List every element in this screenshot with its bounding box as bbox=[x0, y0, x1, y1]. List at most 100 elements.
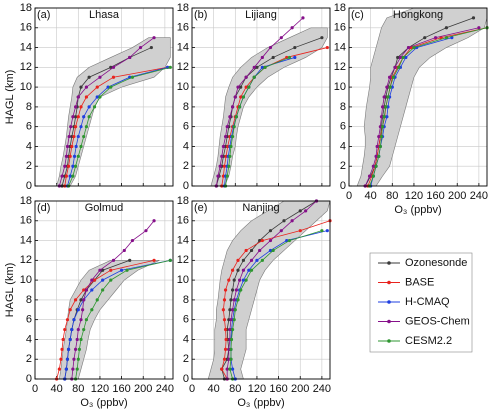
data-point bbox=[79, 298, 83, 302]
data-point bbox=[222, 298, 227, 302]
data-point bbox=[377, 134, 381, 139]
data-point bbox=[279, 36, 283, 40]
panel-title: Hongkong bbox=[393, 9, 443, 21]
data-point bbox=[98, 268, 102, 272]
data-point bbox=[367, 174, 372, 178]
data-point bbox=[385, 85, 389, 89]
x-tick-label: 80 bbox=[72, 383, 84, 395]
plot-frame bbox=[191, 200, 331, 380]
data-point bbox=[298, 209, 302, 213]
y-tick-label: 2 bbox=[183, 160, 189, 172]
data-point bbox=[216, 174, 220, 178]
data-point bbox=[128, 258, 132, 262]
data-point bbox=[393, 65, 397, 69]
panel: 0 2 4 6 8 10 12 14 16 18 0 40 80 120 160 200 240 (c) Hongk… bbox=[334, 2, 489, 216]
ozonesonde-range bbox=[210, 27, 328, 187]
data-point bbox=[90, 278, 94, 282]
x-tick-label: 40 bbox=[51, 383, 63, 395]
data-point bbox=[72, 134, 76, 139]
y-tick-label: 10 bbox=[20, 274, 32, 286]
x-tick-label: 80 bbox=[386, 190, 398, 202]
data-point bbox=[380, 105, 385, 109]
panel: 0 2 4 6 8 10 12 14 16 18 0 40 80 120 160 200 240 (d) Golmu… bbox=[4, 195, 174, 409]
data-point bbox=[320, 36, 324, 40]
data-point bbox=[57, 367, 61, 371]
plot-area bbox=[35, 8, 173, 186]
panel-label: (a) bbox=[37, 9, 50, 21]
data-point bbox=[386, 95, 390, 99]
y-tick-label: 2 bbox=[183, 353, 189, 365]
data-point bbox=[75, 367, 79, 371]
data-point bbox=[229, 347, 233, 351]
data-point bbox=[152, 258, 156, 262]
data-point bbox=[293, 45, 297, 50]
data-point bbox=[223, 327, 228, 332]
data-point bbox=[374, 164, 378, 168]
data-point bbox=[229, 337, 234, 342]
data-point bbox=[109, 268, 113, 272]
y-tick-label: 16 bbox=[20, 215, 32, 227]
legend-marker bbox=[387, 261, 391, 265]
data-point bbox=[238, 278, 242, 282]
data-point bbox=[73, 347, 78, 351]
y-tick-label: 10 bbox=[177, 274, 189, 286]
y-tick-label: 6 bbox=[26, 121, 32, 133]
y-tick-label: 18 bbox=[177, 195, 189, 207]
data-point bbox=[72, 154, 77, 158]
data-point bbox=[65, 318, 70, 322]
data-point bbox=[252, 75, 256, 79]
data-point bbox=[70, 144, 74, 149]
data-point bbox=[225, 174, 229, 178]
panel: 0 2 4 6 8 10 12 14 16 18 (a) Lhasa HAGL (km) bbox=[4, 2, 174, 192]
data-point bbox=[385, 115, 389, 119]
data-point bbox=[221, 308, 225, 312]
data-point bbox=[260, 258, 264, 262]
data-point bbox=[224, 337, 228, 342]
data-point bbox=[73, 115, 78, 119]
data-point bbox=[239, 288, 243, 292]
legend-label: CESM2.2 bbox=[405, 335, 452, 347]
data-point bbox=[228, 367, 232, 371]
data-point bbox=[87, 105, 91, 109]
data-point bbox=[229, 144, 233, 149]
data-point bbox=[67, 134, 71, 139]
x-axis-label: O₃ (ppbv) bbox=[80, 397, 127, 409]
data-point bbox=[218, 164, 222, 168]
data-point bbox=[236, 298, 240, 302]
panel-title: Lijiang bbox=[245, 9, 277, 21]
data-point bbox=[249, 258, 254, 262]
data-point bbox=[252, 65, 256, 69]
data-point bbox=[258, 248, 262, 253]
y-tick-label: 12 bbox=[177, 61, 189, 73]
data-point bbox=[109, 278, 113, 282]
y-tick-label: 6 bbox=[183, 121, 189, 133]
data-point bbox=[398, 55, 403, 60]
data-point bbox=[378, 144, 382, 149]
data-point bbox=[63, 164, 67, 168]
data-point bbox=[68, 308, 72, 312]
data-point bbox=[64, 367, 68, 371]
data-point bbox=[76, 308, 80, 312]
data-point bbox=[230, 288, 235, 292]
data-point bbox=[95, 85, 99, 89]
data-point bbox=[477, 26, 481, 30]
data-point bbox=[255, 65, 259, 69]
data-point bbox=[60, 347, 64, 351]
data-point bbox=[60, 174, 64, 178]
data-point bbox=[71, 164, 75, 168]
data-point bbox=[227, 278, 231, 282]
data-point bbox=[268, 45, 273, 50]
data-point bbox=[101, 278, 105, 282]
panel-title: Golmud bbox=[85, 202, 124, 214]
data-point bbox=[73, 105, 78, 109]
data-point bbox=[77, 347, 81, 351]
y-tick-label: 14 bbox=[20, 41, 32, 53]
plot-frame bbox=[34, 7, 174, 187]
data-point bbox=[84, 125, 89, 129]
panel-label: (d) bbox=[37, 202, 50, 214]
data-point bbox=[271, 248, 275, 253]
data-point bbox=[388, 85, 392, 89]
data-point bbox=[239, 85, 243, 89]
data-point bbox=[61, 337, 65, 342]
data-point bbox=[74, 144, 78, 149]
